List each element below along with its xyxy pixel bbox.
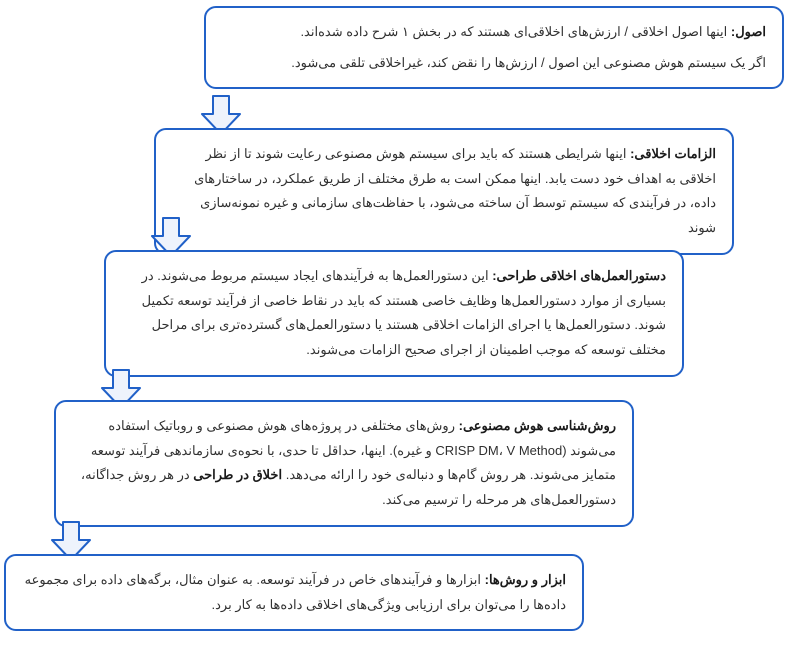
flow-box-tools: ابزار و روش‌ها: ابزارها و فرآیندهای خاص … [4,554,584,631]
flow-box-methodology: روش‌شناسی هوش مصنوعی: روش‌های مختلفی در … [54,400,634,527]
flow-box-principles: اصول: اینها اصول اخلاقی / ارزش‌های اخلاق… [204,6,784,89]
ethics-flowchart: اصول: اینها اصول اخلاقی / ارزش‌های اخلاق… [0,0,806,671]
box-title: ابزار و روش‌ها: [485,572,566,587]
box-title: دستورالعمل‌های اخلاقی طراحی: [492,268,666,283]
box-title: الزامات اخلاقی: [630,146,716,161]
box-text: اصول: اینها اصول اخلاقی / ارزش‌های اخلاق… [222,20,766,45]
box-emph: اخلاق در طراحی [193,467,282,482]
box-text: روش‌شناسی هوش مصنوعی: روش‌های مختلفی در … [72,414,616,513]
box-body-2: اگر یک سیستم هوش مصنوعی این اصول / ارزش‌… [222,51,766,76]
flow-box-requirements: الزامات اخلاقی: اینها شرایطی هستند که با… [154,128,734,255]
box-text: ابزار و روش‌ها: ابزارها و فرآیندهای خاص … [22,568,566,617]
box-title: روش‌شناسی هوش مصنوعی: [459,418,616,433]
flow-box-guidelines: دستورالعمل‌های اخلاقی طراحی: این دستورال… [104,250,684,377]
box-text: الزامات اخلاقی: اینها شرایطی هستند که با… [172,142,716,241]
box-title: اصول: [731,24,766,39]
box-text: دستورالعمل‌های اخلاقی طراحی: این دستورال… [122,264,666,363]
box-body: اینها اصول اخلاقی / ارزش‌های اخلاقی‌ای ه… [300,24,727,39]
